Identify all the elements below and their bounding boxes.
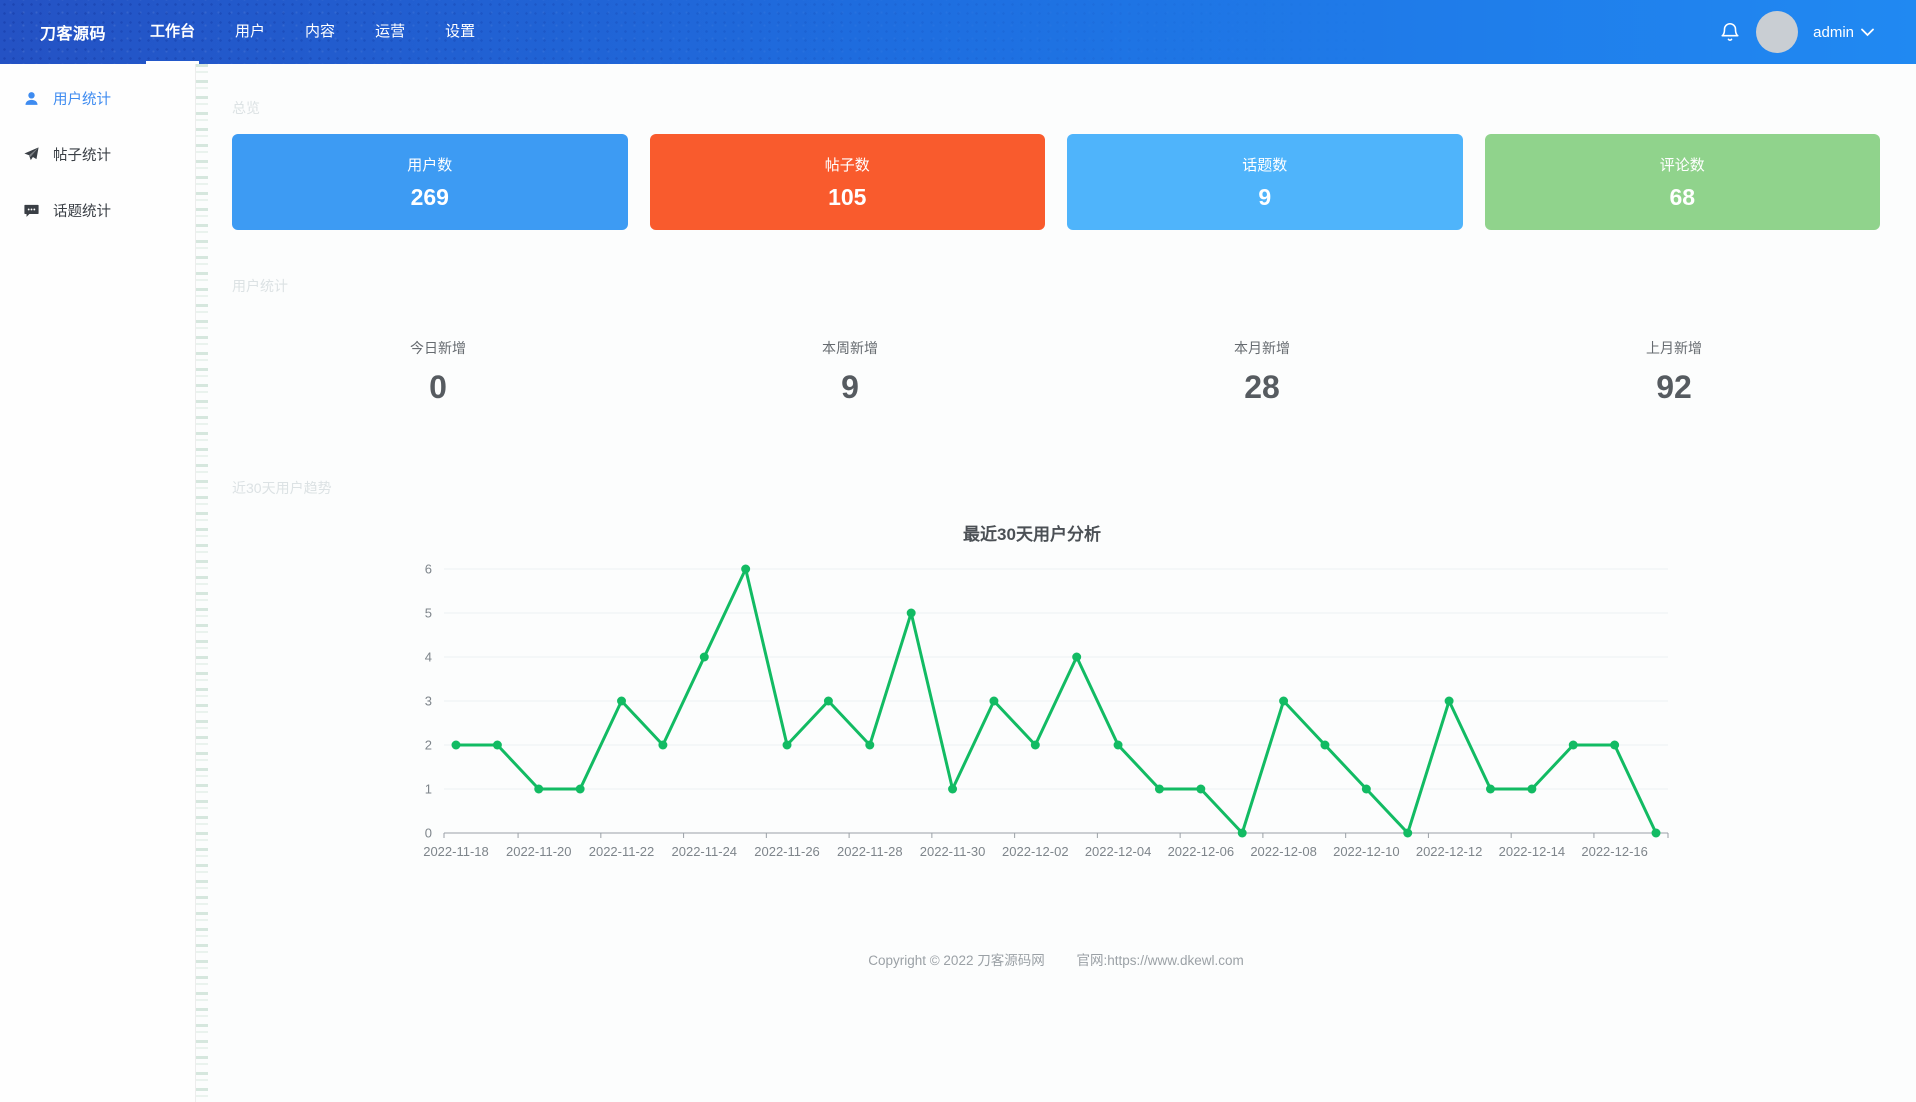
user-stats-row: 今日新增 0 本周新增 9 本月新增 28 上月新增 92 xyxy=(232,338,1880,406)
stat-label: 本月新增 xyxy=(1234,340,1290,356)
page-body: 用户统计 帖子统计 话题统计 总览 用户数 269 xyxy=(0,64,1916,1102)
avatar[interactable] xyxy=(1756,11,1799,53)
stat-card-comments: 评论数 68 xyxy=(1484,134,1880,230)
footer: Copyright © 2022 刀客源码网 官网:https://www.dk… xyxy=(232,949,1880,969)
stat-card-posts: 帖子数 105 xyxy=(649,134,1045,230)
username: admin xyxy=(1813,23,1854,41)
nav-item-users[interactable]: 用户 xyxy=(235,23,266,40)
sidebar-item-label: 用户统计 xyxy=(53,91,111,108)
sidebar-item-label: 话题统计 xyxy=(53,203,111,220)
svg-text:6: 6 xyxy=(425,562,432,577)
svg-text:2022-12-06: 2022-12-06 xyxy=(1168,844,1235,859)
stat-card-label: 帖子数 xyxy=(824,156,870,174)
nav-item-content[interactable]: 内容 xyxy=(305,23,336,40)
brand-logo[interactable]: 刀客源码 xyxy=(40,26,107,43)
svg-text:5: 5 xyxy=(425,606,432,621)
nav-item-operation[interactable]: 运营 xyxy=(375,23,406,40)
bell-icon[interactable] xyxy=(1719,21,1741,43)
stat-card-label: 用户数 xyxy=(407,156,453,174)
nav-item-settings[interactable]: 设置 xyxy=(445,23,476,40)
svg-text:2022-12-02: 2022-12-02 xyxy=(1002,844,1068,859)
stat-card-value: 68 xyxy=(1669,183,1696,210)
nav-item-workbench[interactable]: 工作台 xyxy=(136,0,209,64)
svg-text:2022-11-24: 2022-11-24 xyxy=(672,844,738,859)
stat-card-value: 9 xyxy=(1258,183,1272,210)
section-label-overview: 总览 xyxy=(232,100,260,116)
stat-new-this-week: 本周新增 9 xyxy=(644,338,1056,406)
sidebar-item-user-stats[interactable]: 用户统计 xyxy=(0,70,195,126)
section-label-trend: 近30天用户趋势 xyxy=(232,480,332,496)
paper-plane-icon xyxy=(24,146,39,160)
svg-text:4: 4 xyxy=(425,650,432,665)
section-label-user-stats: 用户统计 xyxy=(232,278,288,294)
trend-chart: 最近30天用户分析 0 1 2 3 4 5 6 2022-11-18 2022-11-20 202… xyxy=(382,520,1682,879)
svg-text:2022-11-30: 2022-11-30 xyxy=(920,844,986,859)
svg-text:2022-12-14: 2022-12-14 xyxy=(1499,844,1566,859)
stat-label: 本周新增 xyxy=(822,340,878,356)
user-menu[interactable]: admin xyxy=(1813,24,1874,41)
svg-text:2022-11-22: 2022-11-22 xyxy=(589,844,655,859)
trend-chart-svg: 0 1 2 3 4 5 6 2022-11-18 2022-11-20 2022-11-22 202… xyxy=(423,562,1669,859)
top-navbar: 刀客源码 工作台 用户 内容 运营 设置 admin xyxy=(0,0,1916,64)
comment-icon xyxy=(24,204,39,217)
stat-value: 9 xyxy=(841,369,859,405)
svg-text:1: 1 xyxy=(425,782,432,797)
overview-cards: 用户数 269 帖子数 105 话题数 9 评论数 68 xyxy=(232,134,1880,230)
stat-new-this-month: 本月新增 28 xyxy=(1056,338,1468,406)
sidebar: 用户统计 帖子统计 话题统计 xyxy=(0,64,196,1102)
sidebar-item-post-stats[interactable]: 帖子统计 xyxy=(0,126,195,182)
svg-text:3: 3 xyxy=(425,694,432,709)
stat-card-label: 评论数 xyxy=(1659,156,1705,174)
svg-text:2022-11-18: 2022-11-18 xyxy=(423,844,489,859)
svg-text:2022-12-08: 2022-12-08 xyxy=(1250,844,1317,859)
footer-copyright: Copyright © 2022 刀客源码网 xyxy=(868,953,1045,968)
svg-text:2022-12-16: 2022-12-16 xyxy=(1581,844,1648,859)
svg-text:2022-11-28: 2022-11-28 xyxy=(837,844,903,859)
stat-card-label: 话题数 xyxy=(1242,156,1288,174)
stat-card-topics: 话题数 9 xyxy=(1067,134,1463,230)
stat-value: 92 xyxy=(1656,369,1692,405)
stat-label: 今日新增 xyxy=(410,340,466,356)
user-icon xyxy=(25,91,38,105)
sidebar-item-label: 帖子统计 xyxy=(53,147,111,164)
svg-text:2022-12-10: 2022-12-10 xyxy=(1333,844,1400,859)
chevron-down-icon xyxy=(1861,28,1874,36)
chart-title: 最近30天用户分析 xyxy=(963,525,1101,544)
stat-new-today: 今日新增 0 xyxy=(232,338,644,406)
stat-card-value: 269 xyxy=(410,183,449,210)
svg-text:2022-12-12: 2022-12-12 xyxy=(1416,844,1483,859)
divider-pattern xyxy=(196,64,208,1102)
svg-text:2: 2 xyxy=(425,738,432,753)
stat-label: 上月新增 xyxy=(1646,340,1702,356)
svg-text:2022-11-20: 2022-11-20 xyxy=(506,844,572,859)
stat-value: 28 xyxy=(1244,369,1280,405)
svg-text:2022-12-04: 2022-12-04 xyxy=(1085,844,1152,859)
navbar-right: admin xyxy=(1719,11,1874,53)
stat-new-last-month: 上月新增 92 xyxy=(1468,338,1880,406)
sidebar-item-topic-stats[interactable]: 话题统计 xyxy=(0,182,195,238)
stat-value: 0 xyxy=(429,369,447,405)
svg-text:0: 0 xyxy=(425,826,432,841)
svg-text:2022-11-26: 2022-11-26 xyxy=(754,844,820,859)
main-content: 总览 用户数 269 帖子数 105 话题数 9 评论数 68 用户统计 今日新… xyxy=(208,64,1916,1102)
footer-site-url: 官网:https://www.dkewl.com xyxy=(1076,953,1244,968)
stat-card-value: 105 xyxy=(828,183,867,210)
stat-card-users: 用户数 269 xyxy=(232,134,628,230)
